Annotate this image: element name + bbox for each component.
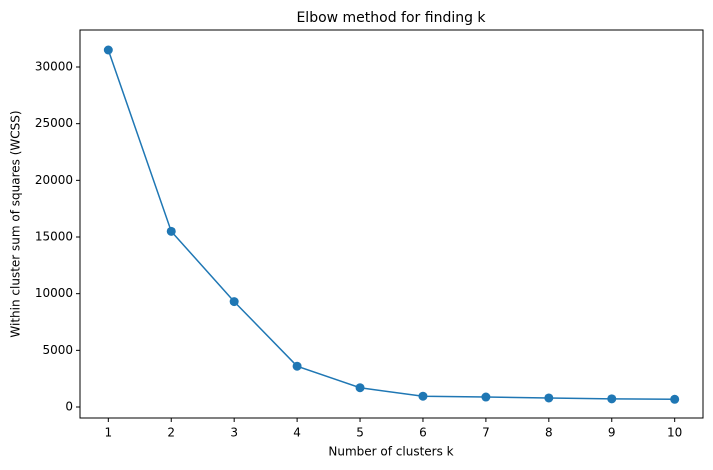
x-tick-label: 9 <box>608 426 616 440</box>
x-tick-label: 4 <box>293 426 301 440</box>
x-tick-label: 5 <box>356 426 364 440</box>
axes-frame <box>79 29 704 419</box>
x-tick-label: 7 <box>482 426 490 440</box>
chart-title: Elbow method for finding k <box>296 10 486 26</box>
x-tick-label: 3 <box>230 426 238 440</box>
x-tick-label: 10 <box>667 426 682 440</box>
y-tick-label: 25000 <box>35 116 73 130</box>
data-point <box>670 394 680 404</box>
x-axis-label: Number of clusters k <box>328 445 453 459</box>
data-point <box>544 393 554 403</box>
x-tick-label: 6 <box>419 426 427 440</box>
x-tick-label: 2 <box>167 426 175 440</box>
y-tick-label: 30000 <box>35 60 73 74</box>
data-point <box>166 226 176 236</box>
x-tick-label: 8 <box>545 426 553 440</box>
y-tick-label: 20000 <box>35 173 73 187</box>
y-tick-label: 15000 <box>35 230 73 244</box>
y-tick-label: 5000 <box>42 343 73 357</box>
data-point <box>292 361 302 371</box>
y-tick-label: 0 <box>65 400 73 414</box>
y-axis-label: Within cluster sum of squares (WCSS) <box>9 110 23 337</box>
data-point <box>607 394 617 404</box>
series-line <box>107 49 675 401</box>
x-tick-label: 1 <box>104 426 112 440</box>
data-point <box>418 391 428 401</box>
data-point <box>103 45 113 55</box>
data-point <box>481 392 491 402</box>
y-tick-label: 10000 <box>35 286 73 300</box>
data-point <box>229 297 239 307</box>
plot-area: 0 5000 10000 15000 20000 25000 30000 1 2 3 4 5 6 7 8 9 1… <box>35 45 682 440</box>
data-point <box>355 383 365 393</box>
